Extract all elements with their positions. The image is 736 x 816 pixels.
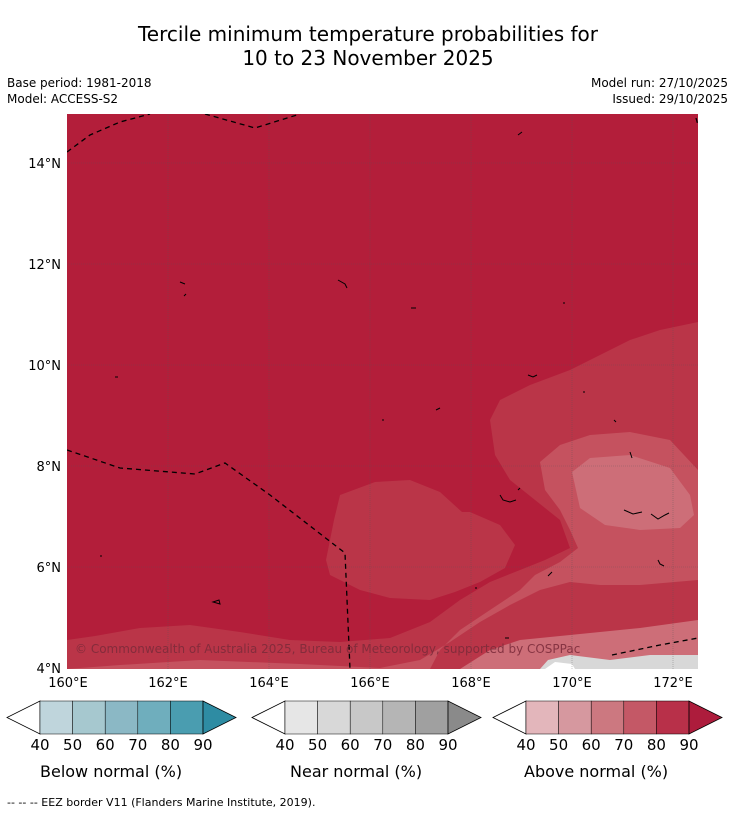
legend-arrow-low bbox=[492, 700, 527, 735]
legend-arrow-low bbox=[251, 700, 286, 735]
legend-swatch bbox=[656, 700, 690, 735]
near-normal-patch bbox=[540, 655, 698, 669]
white-patch bbox=[545, 662, 575, 669]
lat-tick: 4°N bbox=[37, 662, 62, 677]
lat-tick: 6°N bbox=[37, 561, 62, 576]
graticule bbox=[67, 114, 698, 669]
legend-tick: 40 bbox=[516, 736, 535, 754]
legend-arrow-low bbox=[6, 700, 41, 735]
legend-swatch bbox=[382, 700, 416, 735]
legend-tick: 60 bbox=[341, 736, 360, 754]
eez-borders bbox=[67, 114, 698, 669]
footnote: -- -- -- EEZ border V11 (Flanders Marine… bbox=[7, 796, 316, 809]
legend-label-near: Near normal (%) bbox=[290, 762, 423, 781]
lat-tick: 14°N bbox=[28, 157, 61, 172]
issued-date: Issued: 29/10/2025 bbox=[612, 92, 728, 106]
model-run: Model run: 27/10/2025 bbox=[590, 76, 728, 90]
legend-tick: 50 bbox=[308, 736, 327, 754]
legend-swatch bbox=[104, 700, 139, 735]
legend-tick: 70 bbox=[128, 736, 147, 754]
legend-tick: 80 bbox=[647, 736, 666, 754]
model-name: Model: ACCESS-S2 bbox=[7, 92, 119, 106]
legend-tick: 60 bbox=[96, 736, 115, 754]
legend-tick: 90 bbox=[438, 736, 457, 754]
legend-arrow-high bbox=[688, 700, 723, 735]
meta-right: Model run: 27/10/2025 Issued: 29/10/2025 bbox=[591, 75, 728, 107]
lon-tick: 166°E bbox=[350, 676, 390, 691]
legend-swatch bbox=[623, 700, 657, 735]
lon-labels: 160°E 162°E 164°E 166°E 168°E 170°E 172°… bbox=[48, 676, 693, 691]
meta-left: Base period: 1981-2018 Model: ACCESS-S2 bbox=[7, 75, 152, 107]
legend-tick: 50 bbox=[549, 736, 568, 754]
lon-tick: 168°E bbox=[451, 676, 491, 691]
legend-tick: 60 bbox=[582, 736, 601, 754]
legend-swatch bbox=[317, 700, 351, 735]
lat-tick: 12°N bbox=[28, 258, 61, 273]
chart-title: Tercile minimum temperature probabilitie… bbox=[0, 22, 736, 70]
legend-label-below: Below normal (%) bbox=[40, 762, 183, 781]
legend-tick: 70 bbox=[614, 736, 633, 754]
legend-label-above: Above normal (%) bbox=[524, 762, 669, 781]
legend-arrow-high bbox=[447, 700, 482, 735]
lon-tick: 164°E bbox=[249, 676, 289, 691]
legend-swatch bbox=[349, 700, 384, 735]
legend-arrow-high bbox=[202, 700, 237, 735]
legend-tick: 90 bbox=[679, 736, 698, 754]
legend-swatch bbox=[525, 700, 559, 735]
legend-tick: 70 bbox=[373, 736, 392, 754]
legend-swatch bbox=[284, 700, 318, 735]
islands bbox=[100, 131, 670, 639]
legend-swatch bbox=[72, 700, 106, 735]
legend-tick: 90 bbox=[193, 736, 212, 754]
prob-region-60-70 bbox=[67, 432, 698, 669]
lon-tick: 162°E bbox=[148, 676, 188, 691]
legend-tick: 50 bbox=[63, 736, 82, 754]
title-line-1: Tercile minimum temperature probabilitie… bbox=[137, 22, 599, 46]
copyright-text: © Commonwealth of Australia 2025, Bureau… bbox=[75, 642, 580, 656]
lat-tick: 10°N bbox=[28, 359, 61, 374]
lon-tick: 172°E bbox=[653, 676, 693, 691]
legend-swatch bbox=[590, 700, 625, 735]
legend-swatch bbox=[170, 700, 204, 735]
legend-tick: 40 bbox=[30, 736, 49, 754]
base-period: Base period: 1981-2018 bbox=[7, 76, 152, 90]
lat-labels: 14°N 12°N 10°N 8°N 6°N 4°N bbox=[28, 157, 61, 677]
legend-swatch bbox=[137, 700, 171, 735]
prob-region-50-60 bbox=[572, 455, 694, 530]
legend-swatch bbox=[558, 700, 592, 735]
prob-region-70-80-west bbox=[326, 480, 515, 600]
lon-tick: 170°E bbox=[552, 676, 592, 691]
lon-tick: 160°E bbox=[48, 676, 88, 691]
lat-tick: 8°N bbox=[37, 460, 62, 475]
legend-swatch bbox=[415, 700, 449, 735]
map-area bbox=[67, 114, 698, 669]
legend-tick: 40 bbox=[275, 736, 294, 754]
legend-group: 40 50 60 70 80 90 40 50 60 70 80 90 40 50 60 70 80 90 bbox=[6, 700, 723, 754]
legend-tick: 80 bbox=[161, 736, 180, 754]
title-line-2: 10 to 23 November 2025 bbox=[242, 46, 494, 70]
legend-swatch bbox=[39, 700, 73, 735]
legend-tick: 80 bbox=[406, 736, 425, 754]
